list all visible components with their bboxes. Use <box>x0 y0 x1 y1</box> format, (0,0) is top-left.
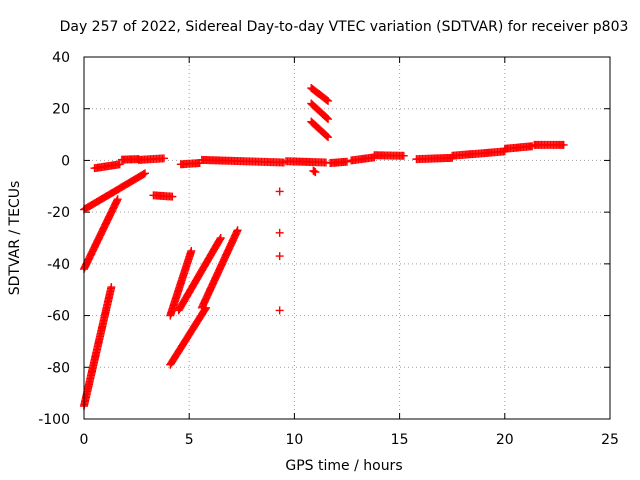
x-tick-label: 0 <box>80 432 89 448</box>
data-point <box>216 235 225 244</box>
x-tick-label: 25 <box>601 432 619 448</box>
x-tick-label: 15 <box>391 432 409 448</box>
data-point <box>324 115 333 124</box>
data-point <box>141 169 150 178</box>
data-point <box>187 246 196 255</box>
y-tick-label: 40 <box>52 50 70 66</box>
y-tick-label: -80 <box>47 360 70 376</box>
data-point <box>107 283 116 292</box>
x-tick-label: 5 <box>185 432 194 448</box>
y-tick-label: -100 <box>38 412 70 428</box>
series-main-band-b <box>176 155 351 169</box>
grid-lines <box>84 57 610 419</box>
y-tick-label: -60 <box>47 309 70 325</box>
x-tick-label: 20 <box>496 432 514 448</box>
y-axis-label: SDTVAR / TECUs <box>7 181 23 296</box>
y-tick-label: 20 <box>52 102 70 118</box>
y-tick-label: -40 <box>47 257 70 273</box>
data-point <box>399 151 408 160</box>
data-point <box>322 96 331 105</box>
data-point <box>275 252 284 261</box>
data-points <box>80 84 568 411</box>
data-point <box>323 132 332 141</box>
data-point <box>323 114 332 123</box>
series-main-band-c <box>347 140 568 165</box>
data-point <box>216 234 225 242</box>
data-point <box>559 140 568 149</box>
series-isolated-points <box>275 187 284 315</box>
data-point <box>311 168 320 177</box>
chart-title: Day 257 of 2022, Sidereal Day-to-day VTE… <box>60 19 629 35</box>
series-descending-arcs <box>80 169 242 411</box>
data-point <box>275 306 284 315</box>
series-main-band-a <box>90 154 168 173</box>
x-axis-label: GPS time / hours <box>285 458 402 474</box>
series-upper-arcs <box>307 84 333 177</box>
data-point <box>343 157 351 166</box>
data-point <box>159 154 168 163</box>
data-point <box>324 133 333 142</box>
x-tick-label: 10 <box>285 432 303 448</box>
tick-labels: 0 5 10 15 20 25 -100 -80 -60 -40 -20 0 20 40 <box>38 50 619 448</box>
y-tick-label: 0 <box>61 153 70 169</box>
data-point <box>233 226 242 235</box>
data-point <box>275 187 284 196</box>
data-point <box>324 96 333 105</box>
data-point <box>275 228 284 237</box>
data-point <box>168 192 177 201</box>
y-tick-label: -20 <box>47 205 70 221</box>
data-point <box>139 170 148 179</box>
axis-ticks <box>83 56 611 420</box>
plot-frame <box>83 56 611 420</box>
data-point <box>113 195 122 204</box>
data-point <box>115 160 124 169</box>
